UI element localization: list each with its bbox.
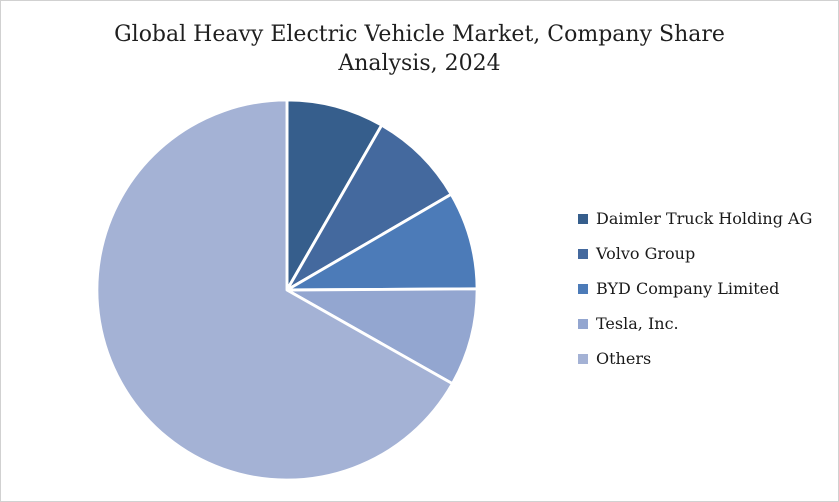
pie-slice-others xyxy=(95,98,454,482)
legend: Daimler Truck Holding AG Volvo Group BYD C… xyxy=(578,201,812,376)
legend-item-volvo-group: Volvo Group xyxy=(578,236,812,271)
legend-item-byd-company-limited: BYD Company Limited xyxy=(578,271,812,306)
legend-item-tesla-inc: Tesla, Inc. xyxy=(578,306,812,341)
chart-title-line1: Global Heavy Electric Vehicle Market, Co… xyxy=(114,22,725,47)
legend-swatch-icon xyxy=(578,318,588,329)
legend-swatch-icon xyxy=(578,248,588,259)
legend-label: Others xyxy=(596,349,652,368)
pie-slice-volvo-group xyxy=(285,123,453,292)
legend-label: Volvo Group xyxy=(596,244,696,263)
legend-label: Tesla, Inc. xyxy=(596,314,679,333)
legend-swatch-icon xyxy=(578,213,588,224)
legend-item-daimler-truck-holding-ag: Daimler Truck Holding AG xyxy=(578,201,812,236)
pie-svg xyxy=(95,98,479,482)
legend-item-others: Others xyxy=(578,341,812,376)
pie-slice-byd-company-limited xyxy=(285,192,479,292)
pie-slice-daimler-truck-holding-ag xyxy=(285,98,384,292)
legend-label: Daimler Truck Holding AG xyxy=(596,209,813,228)
chart-title: Global Heavy Electric Vehicle Market, Co… xyxy=(1,20,838,78)
pie-chart xyxy=(94,97,480,483)
legend-swatch-icon xyxy=(578,283,588,294)
legend-swatch-icon xyxy=(578,353,588,364)
legend-label: BYD Company Limited xyxy=(596,279,780,298)
chart-title-line2: Analysis, 2024 xyxy=(338,51,501,76)
pie-slice-tesla-inc xyxy=(285,287,479,386)
